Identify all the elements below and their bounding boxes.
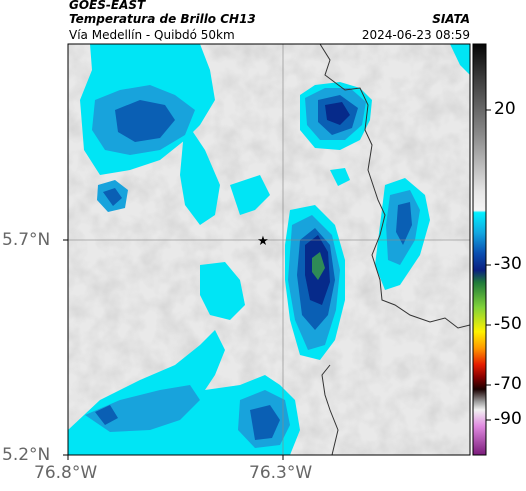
border-line [319,44,470,329]
lon-label-76-3: 76.3°W [249,463,313,483]
cloud-region-peak [312,252,325,280]
map-frame [67,43,471,456]
lat-label-5-2: 5.2°N [2,445,51,465]
colorbar-ticks [486,109,491,421]
title-satellite: GOES-EAST [69,0,146,12]
lon-label-76-8: 76.8°W [34,463,98,483]
graticule [68,44,470,455]
colorbar-label-minus-30: -30 [494,254,522,274]
title-product: Temperatura de Brillo CH13 [69,12,256,26]
colorbar-label-minus-90: -90 [494,409,522,429]
agency-label: SIATA [432,12,470,26]
colorbar-label-minus-70: -70 [494,374,522,394]
colorbar-label-minus-50: -50 [494,314,522,334]
coastline [321,364,339,455]
lat-label-5-7: 5.7°N [2,230,51,250]
axis-ticks [63,239,284,460]
map-area: ★ [68,44,470,455]
datetime-label: 2024-06-23 08:59 [361,28,470,42]
star-marker: ★ [257,234,269,249]
colorbar-label-20: 20 [494,99,516,119]
subtitle-route: Vía Medellín - Quibdó 50km [69,28,235,42]
colorbar [472,43,487,456]
